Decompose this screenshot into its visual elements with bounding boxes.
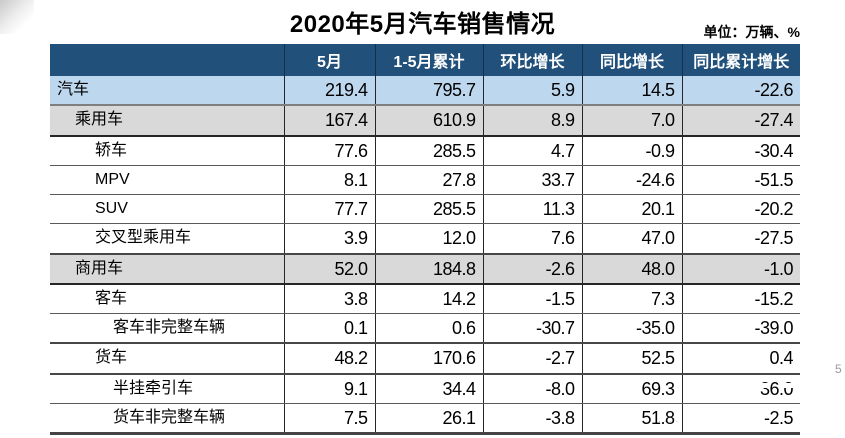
- data-cell: 3.8: [283, 283, 375, 314]
- data-cell: -3.8: [482, 403, 582, 434]
- data-cell: -51.5: [681, 165, 800, 196]
- data-cell: 7.6: [482, 223, 582, 255]
- data-cell: 27.8: [374, 165, 483, 196]
- row-label: 交叉型乘用车: [50, 223, 284, 255]
- table-row: MPV 8.1 27.8 33.7 -24.6 -51.5: [50, 165, 800, 196]
- data-cell: -2.7: [482, 343, 582, 375]
- data-cell: 167.4: [283, 105, 375, 137]
- data-cell: 33.7: [482, 165, 582, 196]
- row-label: 汽车: [50, 76, 284, 107]
- data-cell: 5.9: [482, 76, 582, 107]
- data-cell: 52.5: [581, 343, 682, 375]
- row-label: 乘用车: [50, 105, 284, 137]
- data-cell: 12.0: [374, 223, 483, 255]
- data-cell: 69.3: [581, 373, 682, 404]
- data-cell: 0.6: [374, 313, 483, 345]
- data-cell: 7.5: [283, 403, 375, 434]
- row-label: 半挂牵引车: [50, 373, 284, 404]
- table-row: 汽车 219.4 795.7 5.9 14.5 -22.6: [50, 76, 800, 107]
- data-cell: -1.5: [482, 283, 582, 314]
- row-label: 货车非完整车辆: [113, 408, 226, 426]
- data-cell: -35.0: [581, 313, 682, 345]
- data-cell: 795.7: [374, 76, 483, 107]
- data-cell: 219.4: [283, 76, 375, 107]
- data-cell: 610.9: [374, 105, 483, 137]
- data-cell: 285.5: [374, 194, 483, 225]
- data-cell: 9.1: [283, 373, 375, 404]
- row-label: 客车: [50, 283, 284, 314]
- data-cell: -2.5: [681, 403, 800, 434]
- table-row: 客车非完整车辆 0.1 0.6 -30.7 -35.0 -39.0: [50, 313, 800, 345]
- data-cell: 0.1: [283, 313, 375, 345]
- data-cell: -0.9: [581, 135, 682, 166]
- data-cell: 48.2: [283, 343, 375, 375]
- header-cell-mom-growth: 环比增长: [482, 44, 582, 76]
- data-cell: -15.2: [681, 283, 800, 314]
- data-cell: 52.0: [283, 253, 375, 285]
- table-row: 交叉型乘用车 3.9 12.0 7.6 47.0 -27.5: [50, 223, 800, 255]
- row-label: SUV: [50, 194, 284, 225]
- data-cell: -30.7: [482, 313, 582, 345]
- table-row: SUV 77.7 285.5 11.3 20.1 -20.2: [50, 194, 800, 225]
- data-cell: -8.0: [482, 373, 582, 404]
- table-row: 乘用车 167.4 610.9 8.9 7.0 -27.4: [50, 105, 800, 137]
- data-cell: 170.6: [374, 343, 483, 375]
- data-cell: 26.1: [374, 403, 483, 434]
- data-cell: 8.1: [283, 165, 375, 196]
- data-cell: 4.7: [482, 135, 582, 166]
- row-label: 货车: [50, 343, 284, 375]
- data-cell: 285.5: [374, 135, 483, 166]
- row-label: 客车非完整车辆: [50, 313, 284, 345]
- watermark-edge-char: 5: [835, 362, 842, 376]
- table-header-row: 5月 1-5月累计 环比增长 同比增长 同比累计增长: [50, 44, 800, 76]
- data-cell: 0.4: [681, 343, 800, 375]
- data-cell: -27.5: [681, 223, 800, 255]
- data-cell: 7.0: [581, 105, 682, 137]
- data-cell: 184.8: [374, 253, 483, 285]
- data-cell: 77.6: [283, 135, 375, 166]
- data-cell: 34.4: [374, 373, 483, 404]
- data-cell: 47.0: [581, 223, 682, 255]
- data-cell: -2.6: [482, 253, 582, 285]
- data-cell: -39.0: [681, 313, 800, 345]
- data-cell: 8.9: [482, 105, 582, 137]
- data-cell: 48.0: [581, 253, 682, 285]
- row-label: 商用车: [50, 253, 284, 285]
- data-cell: -24.6: [581, 165, 682, 196]
- data-cell: 77.7: [283, 194, 375, 225]
- table-row: 商用车 52.0 184.8 -2.6 48.0 -1.0: [50, 253, 800, 285]
- data-cell: 36.0: [681, 373, 800, 404]
- page-title: 2020年5月汽车销售情况: [289, 11, 556, 38]
- data-cell: 11.3: [482, 194, 582, 225]
- table-row: 货车非完整车辆 7.5 26.1 -3.8 51.8 -2.5: [50, 403, 800, 434]
- header-cell-cumulative: 1-5月累计: [374, 44, 483, 76]
- data-cell: 3.9: [283, 223, 375, 255]
- header-cell-category: [50, 44, 284, 76]
- data-cell: 20.1: [581, 194, 682, 225]
- table-row: 客车 3.8 14.2 -1.5 7.3 -15.2: [50, 283, 800, 314]
- table-row: 货车 48.2 170.6 -2.7 52.5 0.4: [50, 343, 800, 375]
- header-cell-may: 5月: [283, 44, 375, 76]
- row-label: MPV: [50, 165, 284, 196]
- data-cell: 7.3: [581, 283, 682, 314]
- data-cell: 14.2: [374, 283, 483, 314]
- row-label: 轿车: [50, 135, 284, 166]
- data-cell: -22.6: [681, 76, 800, 107]
- sales-table: 5月 1-5月累计 环比增长 同比增长 同比累计增长 汽车 219.4 795.…: [50, 44, 800, 435]
- data-cell: 51.8: [581, 403, 682, 434]
- header-cell-yoy-cum-growth: 同比累计增长: [681, 44, 800, 76]
- data-cell: -27.4: [681, 105, 800, 137]
- unit-label: 单位：万辆、%: [703, 24, 800, 40]
- data-cell: -30.4: [681, 135, 800, 166]
- data-cell: -1.0: [681, 253, 800, 285]
- table-row: 半挂牵引车 9.1 34.4 -8.0 69.3 36.0: [50, 373, 800, 404]
- data-cell: 14.5: [581, 76, 682, 107]
- table-row: 轿车 77.6 285.5 4.7 -0.9 -30.4: [50, 135, 800, 166]
- header-cell-yoy-growth: 同比增长: [581, 44, 682, 76]
- data-cell: -20.2: [681, 194, 800, 225]
